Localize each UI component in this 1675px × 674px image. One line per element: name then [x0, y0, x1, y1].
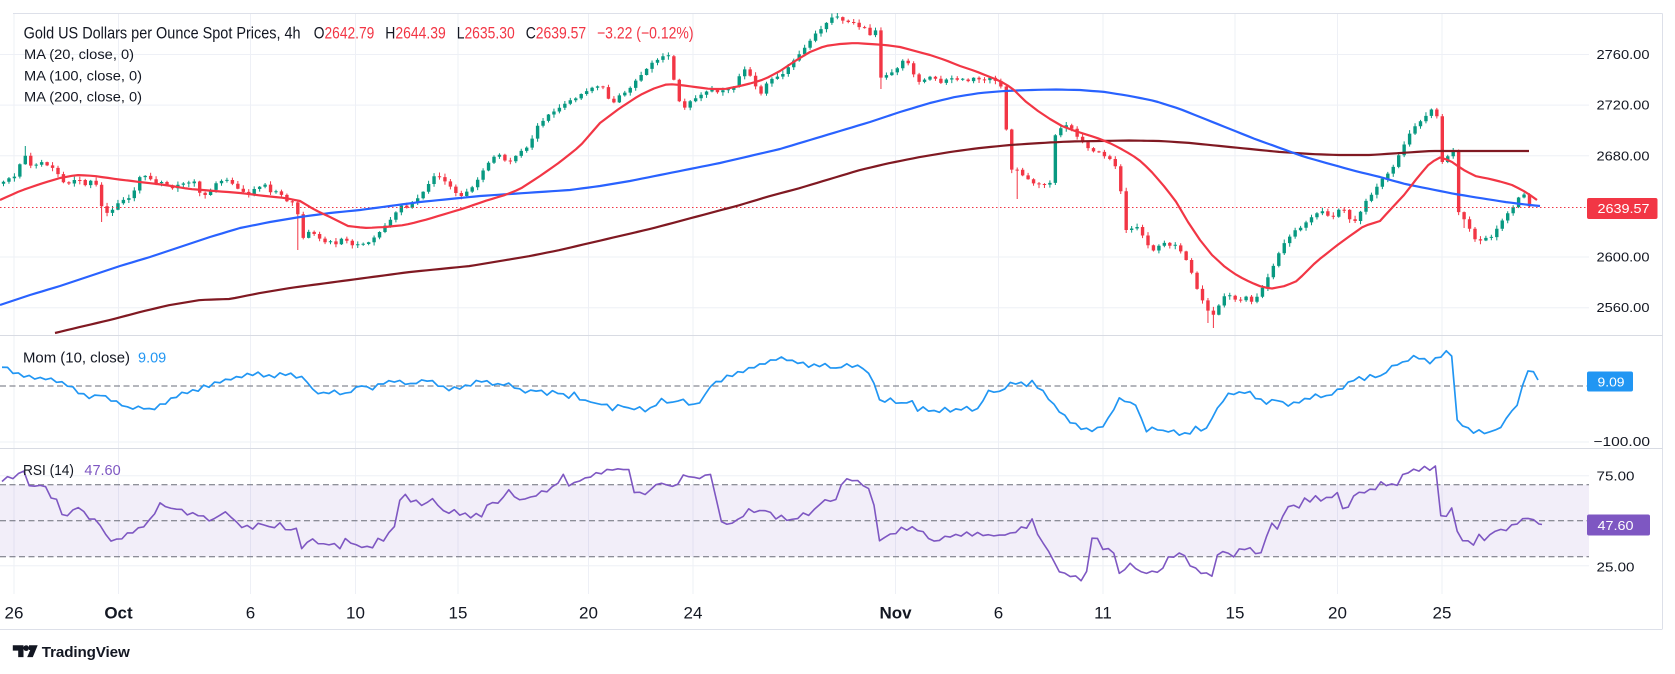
svg-text:10: 10 [346, 604, 365, 623]
svg-text:L2635.30: L2635.30 [457, 25, 515, 43]
svg-text:75.00: 75.00 [1597, 468, 1635, 483]
svg-text:O2642.79: O2642.79 [314, 25, 375, 43]
svg-text:MA (20, close, 0): MA (20, close, 0) [24, 46, 134, 62]
svg-text:9.09: 9.09 [1598, 374, 1625, 389]
svg-text:2560.00: 2560.00 [1597, 300, 1650, 315]
svg-text:6: 6 [994, 604, 1003, 623]
svg-text:24: 24 [684, 604, 703, 623]
svg-text:26: 26 [5, 604, 24, 623]
svg-text:MA (100, close, 0): MA (100, close, 0) [24, 67, 142, 83]
svg-text:2639.57: 2639.57 [1598, 201, 1650, 216]
svg-text:−3.22 (−0.12%): −3.22 (−0.12%) [597, 25, 694, 43]
svg-text:2720.00: 2720.00 [1597, 98, 1650, 113]
svg-text:2600.00: 2600.00 [1597, 250, 1650, 265]
svg-text:TradingView: TradingView [42, 644, 130, 661]
svg-text:6: 6 [246, 604, 255, 623]
svg-text:15: 15 [1226, 604, 1245, 623]
svg-text:20: 20 [579, 604, 598, 623]
svg-text:Oct: Oct [104, 604, 133, 623]
svg-text:Nov: Nov [879, 604, 912, 623]
svg-text:25: 25 [1433, 604, 1452, 623]
svg-text:Gold US Dollars per Ounce Spot: Gold US Dollars per Ounce Spot Prices, 4… [24, 24, 301, 43]
svg-text:2680.00: 2680.00 [1597, 148, 1650, 163]
svg-text:15: 15 [449, 604, 468, 623]
svg-text:C2639.57: C2639.57 [526, 25, 587, 43]
svg-text:47.60: 47.60 [1598, 518, 1634, 533]
svg-text:11: 11 [1094, 604, 1112, 623]
svg-text:RSI (14): RSI (14) [23, 463, 74, 479]
svg-text:47.60: 47.60 [84, 463, 120, 479]
svg-text:−100.00: −100.00 [1594, 434, 1651, 449]
svg-text:20: 20 [1328, 604, 1347, 623]
svg-text:25.00: 25.00 [1597, 559, 1635, 574]
svg-text:MA (200, close, 0): MA (200, close, 0) [24, 89, 142, 105]
svg-text:H2644.39: H2644.39 [385, 25, 446, 43]
svg-text:Mom (10, close): Mom (10, close) [23, 351, 130, 367]
svg-text:2760.00: 2760.00 [1597, 47, 1650, 62]
svg-text:9.09: 9.09 [138, 351, 166, 367]
